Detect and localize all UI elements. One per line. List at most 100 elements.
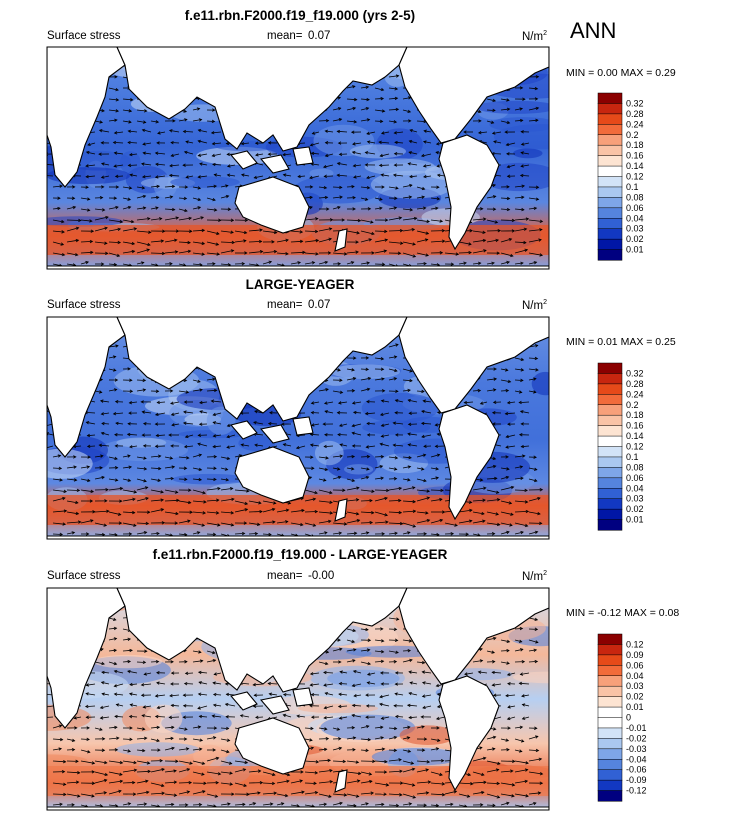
panel-2-colorbar: 0.320.280.240.20.180.160.140.120.10.080.… bbox=[597, 362, 644, 531]
colorbar-swatch bbox=[597, 155, 623, 167]
colorbar-swatch bbox=[597, 113, 623, 125]
colorbar-label: -0.01 bbox=[626, 723, 647, 733]
colorbar-swatch bbox=[597, 92, 623, 104]
colorbar-swatch bbox=[597, 508, 623, 521]
panel-2-frame bbox=[46, 316, 550, 540]
colorbar-label: 0.03 bbox=[626, 494, 644, 504]
colorbar-label: 0.16 bbox=[626, 151, 644, 161]
colorbar-swatch bbox=[597, 207, 623, 219]
colorbar-swatch bbox=[597, 362, 623, 374]
panel-3-mean-label: mean= bbox=[267, 570, 303, 582]
colorbar-swatch bbox=[597, 685, 623, 698]
colorbar-label: -0.03 bbox=[626, 744, 647, 754]
colorbar-swatch bbox=[597, 654, 623, 666]
colorbar-label: -0.06 bbox=[626, 765, 647, 775]
colorbar-swatch bbox=[597, 748, 623, 760]
colorbar-swatch bbox=[597, 717, 623, 729]
panel-2-map bbox=[46, 316, 550, 540]
panel-2-mean-value: 0.07 bbox=[308, 299, 331, 311]
panel-2-minmax: MIN = 0.01 MAX = 0.25 bbox=[566, 336, 676, 348]
colorbar-label: 0.24 bbox=[626, 389, 644, 399]
panel-2-units: N/m2 bbox=[522, 299, 547, 312]
colorbar-label: 0.1 bbox=[626, 452, 639, 462]
colorbar-swatch bbox=[597, 165, 623, 178]
colorbar-label: 0.06 bbox=[626, 203, 644, 213]
colorbar-swatch bbox=[597, 404, 623, 416]
colorbar-label: 0.04 bbox=[626, 213, 644, 223]
colorbar-label: 0.02 bbox=[626, 504, 644, 514]
colorbar-swatch bbox=[597, 218, 623, 230]
colorbar-swatch bbox=[597, 425, 623, 437]
colorbar-swatch bbox=[597, 477, 623, 489]
colorbar-label: 0.2 bbox=[626, 400, 639, 410]
colorbar-label: 0.01 bbox=[626, 702, 644, 712]
colorbar-label: 0.28 bbox=[626, 379, 644, 389]
colorbar-label: -0.02 bbox=[626, 733, 647, 743]
panel-1-map bbox=[46, 46, 550, 270]
colorbar-label: 0.08 bbox=[626, 462, 644, 472]
colorbar-swatch bbox=[597, 124, 623, 136]
colorbar-label: 0.24 bbox=[626, 119, 644, 129]
colorbar-swatch bbox=[597, 103, 623, 115]
colorbar-label: 0.03 bbox=[626, 681, 644, 691]
colorbar-swatch bbox=[597, 394, 623, 406]
panel-1-frame bbox=[46, 46, 550, 270]
colorbar-label: 0.32 bbox=[626, 368, 644, 378]
colorbar-swatch bbox=[597, 706, 623, 719]
colorbar-label: 0.14 bbox=[626, 431, 644, 441]
colorbar-swatch bbox=[597, 249, 623, 261]
colorbar-label: 0.01 bbox=[626, 515, 644, 525]
panel-3-title: f.e11.rbn.F2000.f19_f19.000 - LARGE-YEAG… bbox=[152, 547, 448, 562]
colorbar-swatch bbox=[597, 446, 623, 458]
panel-2-field-label: Surface stress bbox=[47, 299, 121, 311]
colorbar-label: 0.09 bbox=[626, 650, 644, 660]
colorbar-swatch bbox=[597, 727, 623, 739]
panel-3-colorbar: 0.120.090.060.040.030.020.010-0.01-0.02-… bbox=[597, 633, 647, 802]
panel-1-units: N/m2 bbox=[522, 30, 547, 43]
panel-1-mean-label: mean= bbox=[267, 30, 303, 42]
colorbar-label: 0.06 bbox=[626, 660, 644, 670]
colorbar-label: 0.01 bbox=[626, 245, 644, 255]
panel-3-land bbox=[47, 588, 549, 810]
panel-3-mean-value: -0.00 bbox=[308, 570, 335, 582]
panel-1-mean-value: 0.07 bbox=[308, 30, 331, 42]
colorbar-swatch bbox=[597, 790, 623, 802]
colorbar-label: 0.08 bbox=[626, 192, 644, 202]
panel-1-minmax: MIN = 0.00 MAX = 0.29 bbox=[566, 67, 676, 79]
panel-1-colorbar: 0.320.280.240.20.180.160.140.120.10.080.… bbox=[597, 92, 644, 261]
colorbar-swatch bbox=[597, 197, 623, 209]
colorbar-label: 0.12 bbox=[626, 442, 644, 452]
colorbar-label: 0.06 bbox=[626, 473, 644, 483]
panel-2-title: LARGE-YEAGER bbox=[245, 277, 355, 292]
colorbar-swatch bbox=[597, 665, 623, 677]
colorbar-swatch bbox=[597, 414, 623, 427]
colorbar-swatch bbox=[597, 519, 623, 531]
colorbar-swatch bbox=[597, 176, 623, 188]
colorbar-swatch bbox=[597, 228, 623, 240]
colorbar-swatch bbox=[597, 633, 623, 645]
colorbar-swatch bbox=[597, 456, 623, 468]
panel-2-mean-label: mean= bbox=[267, 299, 303, 311]
season-label: ANN bbox=[570, 18, 617, 43]
colorbar-swatch bbox=[597, 738, 623, 750]
colorbar-swatch bbox=[597, 467, 623, 479]
colorbar-label: 0.14 bbox=[626, 161, 644, 171]
colorbar-label: 0.1 bbox=[626, 182, 639, 192]
panel-1-land bbox=[47, 47, 549, 269]
colorbar-label: 0.16 bbox=[626, 421, 644, 431]
colorbar-swatch bbox=[597, 498, 623, 510]
panel-3-map bbox=[46, 587, 550, 811]
colorbar-label: 0.12 bbox=[626, 639, 644, 649]
colorbar-swatch bbox=[597, 134, 623, 146]
panel-3-minmax: MIN = -0.12 MAX = 0.08 bbox=[566, 607, 680, 619]
colorbar-swatch bbox=[597, 675, 623, 687]
colorbar-label: 0.28 bbox=[626, 109, 644, 119]
colorbar-swatch bbox=[597, 186, 623, 198]
colorbar-swatch bbox=[597, 488, 623, 500]
panel-1-title: f.e11.rbn.F2000.f19_f19.000 (yrs 2-5) bbox=[184, 8, 416, 23]
panel-3-units: N/m2 bbox=[522, 570, 547, 583]
colorbar-swatch bbox=[597, 144, 623, 157]
colorbar-label: 0 bbox=[626, 713, 631, 723]
colorbar-swatch bbox=[597, 373, 623, 385]
panel-3-frame bbox=[46, 587, 550, 811]
